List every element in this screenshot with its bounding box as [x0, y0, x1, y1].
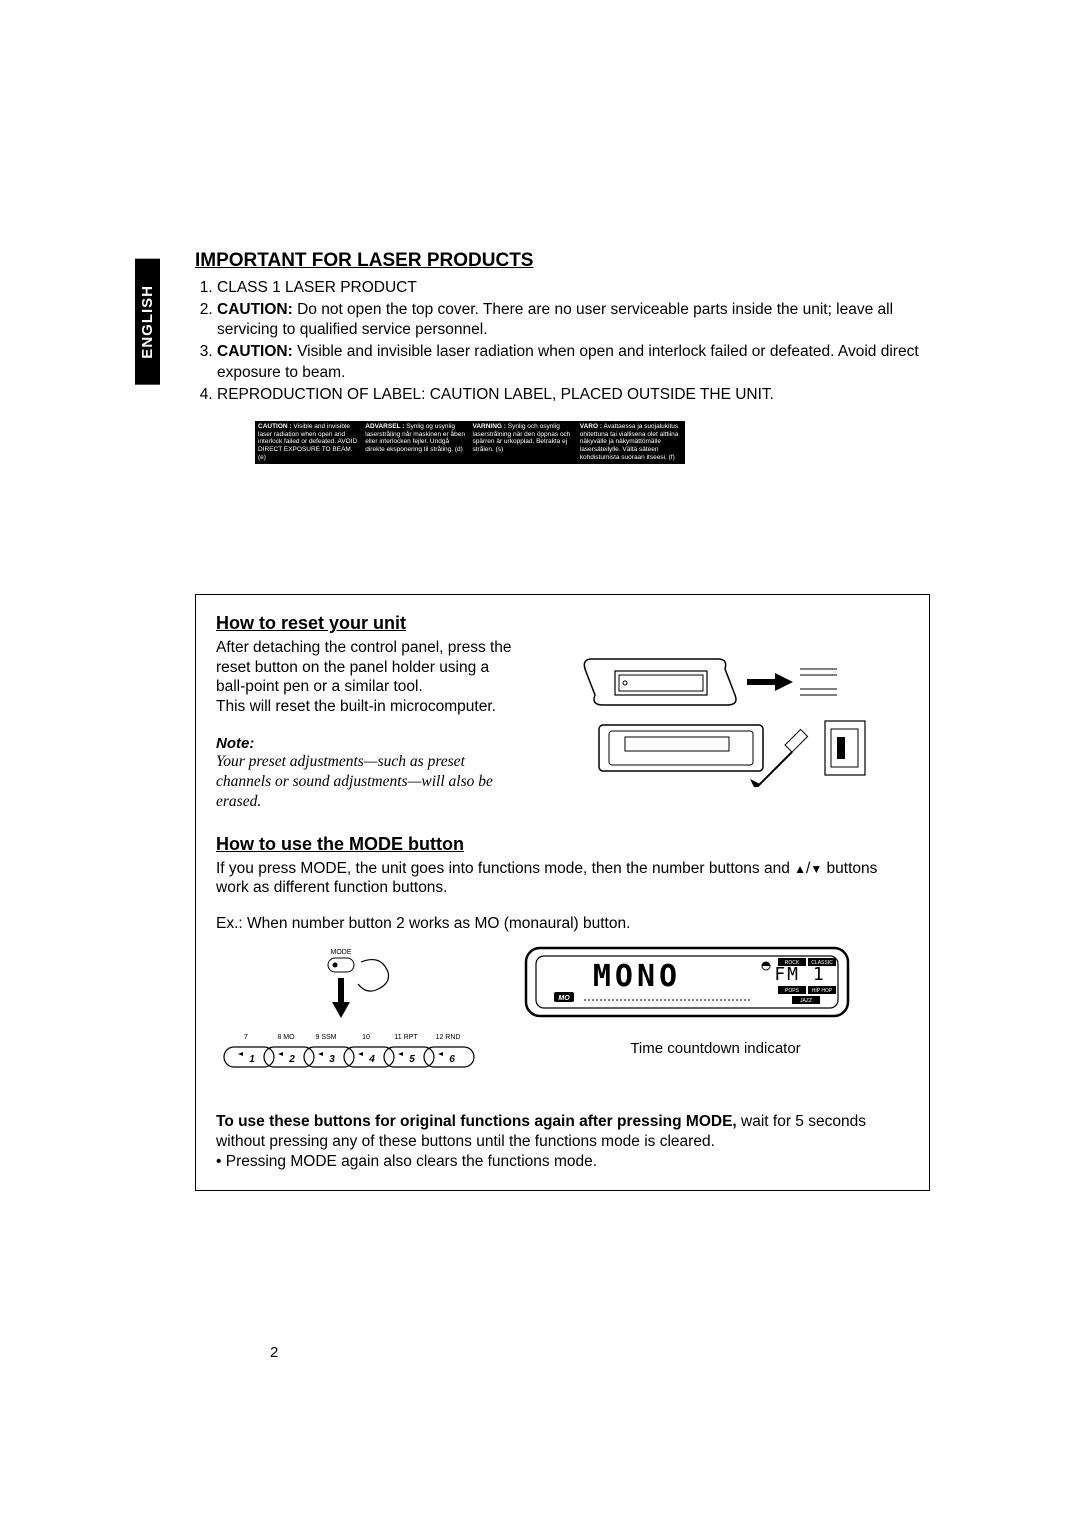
mode-section: How to use the MODE button If you press …	[216, 834, 909, 1172]
warning-cell-advarsel: ADVARSEL : Synlig og usynlig laserstråli…	[363, 421, 470, 463]
laser-title: IMPORTANT FOR LASER PRODUCTS	[195, 250, 930, 272]
svg-text:7: 7	[244, 1034, 248, 1041]
reset-diagram	[534, 613, 909, 812]
svg-text:9 SSM: 9 SSM	[315, 1034, 336, 1041]
language-tab: ENGLISH	[135, 259, 160, 385]
svg-text:JAZZ: JAZZ	[800, 998, 812, 1004]
svg-text:FM 1: FM 1	[774, 964, 825, 985]
indicator-label: Time countdown indicator	[522, 1040, 909, 1057]
laser-item-3: CAUTION: Visible and invisible laser rad…	[217, 342, 930, 382]
mode-intro: If you press MODE, the unit goes into fu…	[216, 859, 909, 899]
warning-cell-varning: VARNING : Synlig och osynlig laserstråln…	[470, 421, 577, 463]
svg-text:6: 6	[449, 1054, 455, 1065]
page-number: 2	[270, 1344, 278, 1361]
button-diagram: MODE 7 8 MO 9 SSM 10	[216, 944, 486, 1084]
svg-text:5: 5	[409, 1054, 415, 1065]
reset-title: How to reset your unit	[216, 613, 516, 634]
svg-text:ROCK: ROCK	[785, 960, 800, 966]
warning-label-table: CAUTION : Visible and invisible laser ra…	[255, 421, 685, 464]
laser-item-2: CAUTION: Do not open the top cover. Ther…	[217, 300, 930, 340]
svg-text:1: 1	[249, 1054, 255, 1065]
svg-text:MONO: MONO	[593, 959, 681, 994]
warning-cell-varo: VARO : Avattaessa ja suojalukitus ohitet…	[577, 421, 684, 463]
svg-text:HIP HOP: HIP HOP	[812, 988, 833, 994]
svg-text:10: 10	[362, 1034, 370, 1041]
reset-section: How to reset your unit After detaching t…	[216, 613, 909, 812]
note-text: Your preset adjustments—such as preset c…	[216, 752, 516, 811]
svg-text:12 RND: 12 RND	[436, 1034, 461, 1041]
svg-text:CLASSIC: CLASSIC	[811, 960, 833, 966]
svg-text:POPS: POPS	[785, 988, 800, 994]
reset-p1: After detaching the control panel, press…	[216, 638, 516, 697]
mode-label: MODE	[331, 949, 352, 956]
svg-text:2: 2	[288, 1054, 295, 1065]
display-diagram: MONO FM 1 MO ROCK	[522, 944, 909, 1057]
laser-section: IMPORTANT FOR LASER PRODUCTS CLASS 1 LAS…	[195, 250, 930, 464]
svg-text:4: 4	[368, 1054, 375, 1065]
mode-example: Ex.: When number button 2 works as MO (m…	[216, 914, 909, 934]
mode-footer: To use these buttons for original functi…	[216, 1112, 909, 1171]
svg-text:MO: MO	[558, 995, 570, 1002]
mode-title: How to use the MODE button	[216, 834, 909, 855]
laser-item-1: CLASS 1 LASER PRODUCT	[217, 278, 930, 298]
svg-text:11 RPT: 11 RPT	[394, 1034, 418, 1041]
instruction-box: How to reset your unit After detaching t…	[195, 594, 930, 1191]
laser-list: CLASS 1 LASER PRODUCT CAUTION: Do not op…	[217, 278, 930, 405]
svg-text:8 MO: 8 MO	[277, 1034, 295, 1041]
laser-item-4: REPRODUCTION OF LABEL: CAUTION LABEL, PL…	[217, 385, 930, 405]
warning-cell-caution: CAUTION : Visible and invisible laser ra…	[256, 421, 363, 463]
svg-text:3: 3	[329, 1054, 335, 1065]
note-label: Note:	[216, 735, 516, 752]
reset-p2: This will reset the built-in microcomput…	[216, 697, 516, 717]
